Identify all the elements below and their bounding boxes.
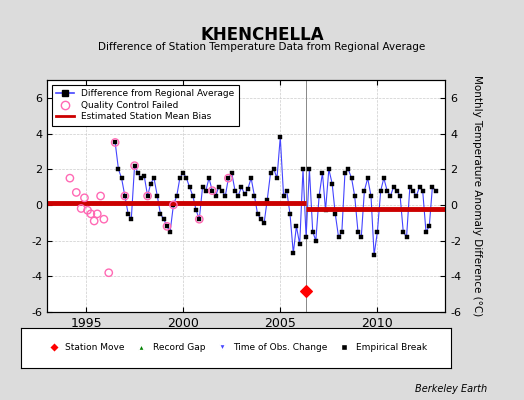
Point — [96, 193, 105, 199]
Text: Berkeley Earth: Berkeley Earth — [415, 384, 487, 394]
Point — [86, 211, 95, 217]
Legend: Difference from Regional Average, Quality Control Failed, Estimated Station Mean: Difference from Regional Average, Qualit… — [52, 84, 239, 126]
Point — [130, 162, 139, 169]
Text: Difference of Station Temperature Data from Regional Average: Difference of Station Temperature Data f… — [99, 42, 425, 52]
Point — [195, 216, 203, 222]
Point — [90, 218, 99, 224]
Point — [59, 73, 68, 80]
Point — [80, 194, 89, 201]
Point — [93, 211, 102, 217]
Point — [105, 270, 113, 276]
Point — [111, 139, 119, 146]
Point — [144, 193, 152, 199]
Legend: Station Move, Record Gap, Time of Obs. Change, Empirical Break: Station Move, Record Gap, Time of Obs. C… — [42, 341, 430, 355]
Point — [100, 216, 108, 222]
Point — [169, 202, 178, 208]
Point — [301, 287, 310, 294]
Point — [121, 193, 129, 199]
Point — [83, 207, 92, 214]
Point — [77, 205, 85, 212]
Point — [163, 223, 171, 230]
Point — [208, 188, 216, 194]
Point — [72, 189, 81, 196]
Text: KHENCHELLA: KHENCHELLA — [200, 26, 324, 44]
Point — [66, 175, 74, 181]
Y-axis label: Monthly Temperature Anomaly Difference (°C): Monthly Temperature Anomaly Difference (… — [473, 75, 483, 317]
Point — [224, 175, 233, 181]
